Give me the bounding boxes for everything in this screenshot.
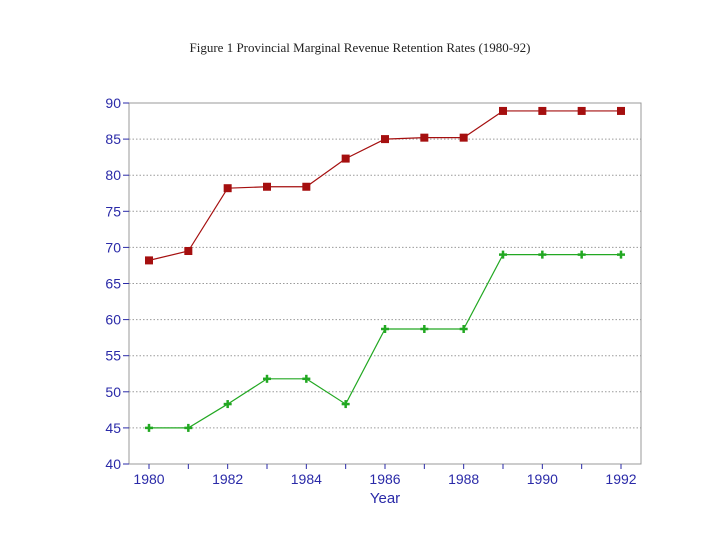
series-line-1 [148,110,621,261]
y-tick-label: 45 [105,420,121,436]
series-group [145,106,625,432]
data-point-square [341,154,350,163]
data-point-plus [538,250,547,259]
y-tick-label: 90 [105,95,121,111]
y-tick-label: 65 [105,276,121,292]
x-tick-label: 1982 [212,471,243,487]
data-point-square [459,133,468,142]
y-tick-label: 40 [105,456,121,472]
y-tick-label: 75 [105,203,121,219]
data-point-plus [302,374,311,383]
data-point-square [302,182,311,191]
y-tick-label: 70 [105,239,121,255]
data-point-square [223,184,232,193]
x-tick-label: 1984 [291,471,322,487]
x-axis: 1980 1982 1984 1986 1988 1990 1992 [133,464,637,487]
data-point-plus [499,250,507,259]
data-point-plus [577,250,586,259]
data-point-square [420,133,429,142]
y-tick-label: 60 [105,312,121,328]
data-point-plus [263,374,271,383]
y-tick-label: 85 [105,131,121,147]
data-point-plus [459,324,468,333]
data-point-square [263,182,271,191]
x-tick-label: 1986 [369,471,400,487]
series-line-2 [149,254,621,429]
chart-title: Figure 1 Provincial Marginal Revenue Ret… [189,40,531,55]
x-tick-label: 1980 [133,471,164,487]
data-point-plus [341,400,350,409]
x-tick-label: 1990 [527,471,558,487]
data-point-square [145,256,153,265]
data-point-plus [184,423,193,432]
x-tick-label: 1992 [605,471,636,487]
data-point-plus [420,324,429,333]
data-point-square [538,106,547,115]
x-axis-title: Year [370,490,400,507]
y-tick-label: 55 [105,348,121,364]
x-tick-label: 1988 [448,471,479,487]
y-axis: 40 45 50 55 60 65 70 75 80 85 90 [105,95,129,472]
data-point-plus [223,400,232,409]
data-point-plus [617,250,625,259]
y-tick-label: 80 [105,167,121,183]
data-point-square [381,135,389,144]
data-point-square [617,106,625,115]
data-point-plus [381,324,389,333]
data-point-square [577,106,586,115]
data-point-square [184,247,193,256]
data-point-square [499,106,507,115]
gridlines [129,138,641,429]
data-point-plus [145,423,153,432]
y-tick-label: 50 [105,384,121,400]
